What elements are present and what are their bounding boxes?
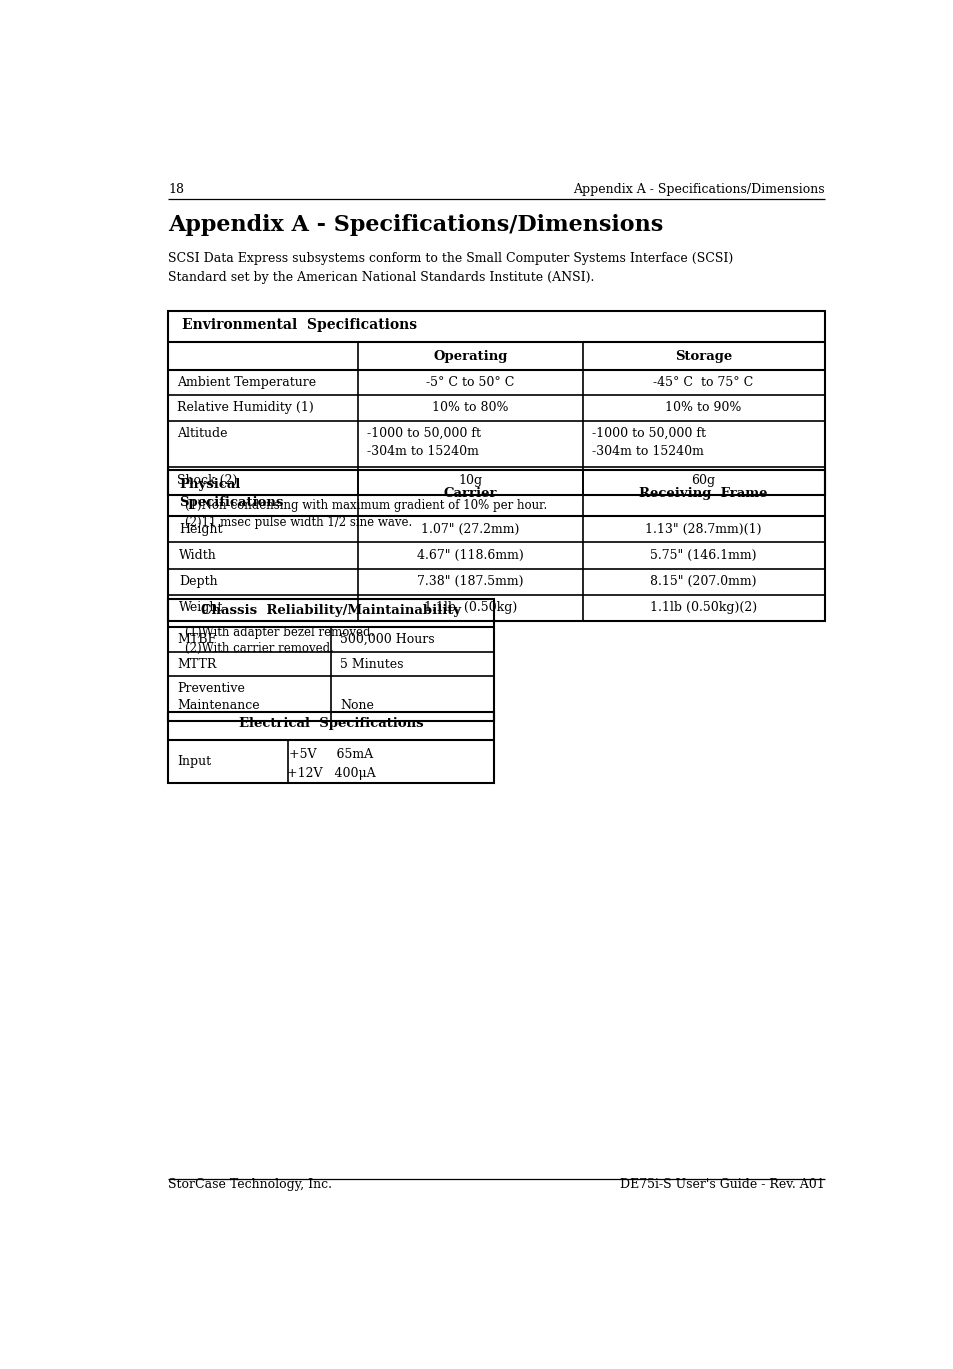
Text: Width: Width — [179, 549, 216, 561]
Text: -1000 to 50,000 ft: -1000 to 50,000 ft — [592, 427, 705, 439]
Bar — [168, 712, 493, 783]
Text: Appendix A - Specifications/Dimensions: Appendix A - Specifications/Dimensions — [168, 214, 662, 235]
Text: Ambient Temperature: Ambient Temperature — [177, 376, 316, 389]
Text: Appendix A - Specifications/Dimensions: Appendix A - Specifications/Dimensions — [572, 183, 823, 196]
Text: Relative Humidity (1): Relative Humidity (1) — [177, 401, 314, 415]
Text: (1)Non-condensing with maximum gradient of 10% per hour.: (1)Non-condensing with maximum gradient … — [185, 500, 547, 512]
Text: Electrical  Specifications: Electrical Specifications — [238, 717, 423, 730]
Text: Weight: Weight — [179, 601, 223, 615]
Text: 1.13" (28.7mm)(1): 1.13" (28.7mm)(1) — [644, 523, 761, 535]
Text: Preventive: Preventive — [177, 683, 245, 695]
Text: Storage: Storage — [675, 349, 732, 363]
Text: 10% to 90%: 10% to 90% — [664, 401, 741, 415]
Text: 500,000 Hours: 500,000 Hours — [340, 632, 435, 646]
Text: 10% to 80%: 10% to 80% — [432, 401, 508, 415]
Text: (2)11 msec pulse width 1/2 sine wave.: (2)11 msec pulse width 1/2 sine wave. — [185, 516, 412, 530]
Text: 4.67" (118.6mm): 4.67" (118.6mm) — [416, 549, 523, 561]
Text: Specifications: Specifications — [179, 496, 283, 509]
Bar — [168, 598, 493, 721]
Text: Input: Input — [177, 756, 212, 768]
Text: Physical: Physical — [179, 478, 240, 490]
Text: Maintenance: Maintenance — [177, 700, 260, 712]
Text: +12V   400μA: +12V 400μA — [286, 767, 375, 780]
Text: Chassis  Reliability/Maintainability: Chassis Reliability/Maintainability — [200, 604, 460, 617]
Text: 10g: 10g — [457, 474, 482, 487]
Text: MTTR: MTTR — [177, 657, 216, 671]
Text: MTBF: MTBF — [177, 632, 216, 646]
Text: Depth: Depth — [179, 575, 217, 589]
Text: -304m to 15240m: -304m to 15240m — [592, 445, 703, 459]
Text: 1.07" (27.2mm): 1.07" (27.2mm) — [420, 523, 519, 535]
Text: 5.75" (146.1mm): 5.75" (146.1mm) — [650, 549, 756, 561]
Text: StorCase Technology, Inc.: StorCase Technology, Inc. — [168, 1179, 332, 1191]
Text: Altitude: Altitude — [177, 427, 228, 439]
Bar — [168, 470, 823, 622]
Text: Operating: Operating — [433, 349, 507, 363]
Text: 8.15" (207.0mm): 8.15" (207.0mm) — [650, 575, 756, 589]
Text: 60g: 60g — [691, 474, 715, 487]
Text: 1.1lb. (0.50kg): 1.1lb. (0.50kg) — [423, 601, 517, 615]
Text: Height: Height — [179, 523, 222, 535]
Text: Carrier: Carrier — [443, 486, 497, 500]
Text: Environmental  Specifications: Environmental Specifications — [182, 318, 416, 331]
Text: Receiving  Frame: Receiving Frame — [639, 486, 767, 500]
Text: 18: 18 — [168, 183, 184, 196]
Text: (2)With carrier removed.: (2)With carrier removed. — [185, 642, 334, 656]
Text: +5V     65mA: +5V 65mA — [289, 747, 373, 761]
Text: 1.1lb (0.50kg)(2): 1.1lb (0.50kg)(2) — [649, 601, 757, 615]
Text: 5 Minutes: 5 Minutes — [340, 657, 403, 671]
Text: 7.38" (187.5mm): 7.38" (187.5mm) — [416, 575, 523, 589]
Text: -5° C to 50° C: -5° C to 50° C — [426, 376, 514, 389]
Text: DE75i-S User's Guide - Rev. A01: DE75i-S User's Guide - Rev. A01 — [619, 1179, 823, 1191]
Text: SCSI Data Express subsystems conform to the Small Computer Systems Interface (SC: SCSI Data Express subsystems conform to … — [168, 252, 733, 266]
Bar — [168, 311, 823, 494]
Text: Standard set by the American National Standards Institute (ANSI).: Standard set by the American National St… — [168, 271, 594, 285]
Text: -304m to 15240m: -304m to 15240m — [367, 445, 478, 459]
Text: Shock (2): Shock (2) — [177, 474, 237, 487]
Text: -1000 to 50,000 ft: -1000 to 50,000 ft — [367, 427, 480, 439]
Text: -45° C  to 75° C: -45° C to 75° C — [653, 376, 753, 389]
Text: (1)With adapter bezel removed.: (1)With adapter bezel removed. — [185, 626, 374, 638]
Text: None: None — [340, 700, 374, 712]
